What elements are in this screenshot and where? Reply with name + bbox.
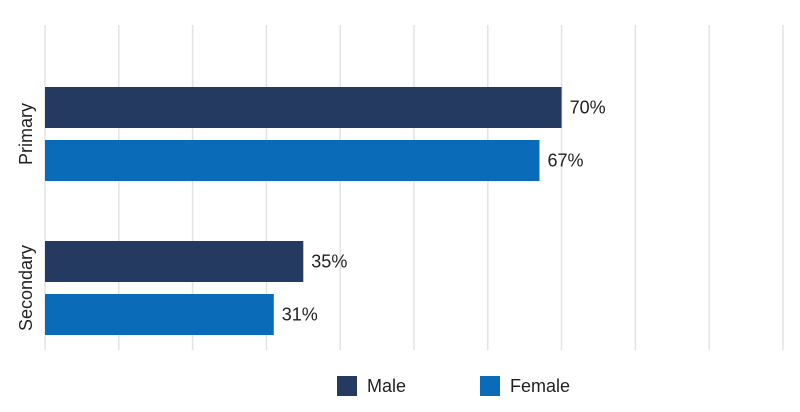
bar xyxy=(45,241,304,282)
value-label: 31% xyxy=(282,304,318,324)
value-label: 35% xyxy=(311,251,347,271)
bar xyxy=(45,294,274,335)
value-label: 67% xyxy=(547,150,583,170)
category-label: Secondary xyxy=(16,245,36,331)
legend-label: Male xyxy=(367,376,406,396)
category-label: Primary xyxy=(16,103,36,165)
bar xyxy=(45,140,540,181)
legend-swatch xyxy=(337,376,357,396)
legend: Male Female xyxy=(337,376,570,396)
grid xyxy=(44,25,784,350)
value-label: 70% xyxy=(570,97,606,117)
bar xyxy=(45,87,562,128)
legend-label: Female xyxy=(510,376,570,396)
bars: Primary 70% 67% Secondary 35% 31% xyxy=(16,87,606,335)
legend-swatch xyxy=(480,376,500,396)
